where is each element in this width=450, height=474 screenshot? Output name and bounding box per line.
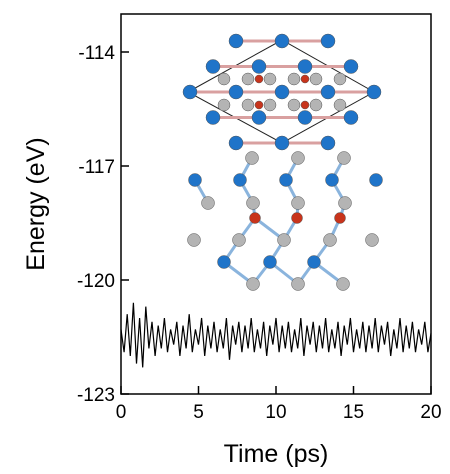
atom (287, 72, 301, 86)
atom (320, 33, 336, 49)
atom (366, 84, 382, 100)
atom (232, 233, 246, 247)
atom (300, 100, 310, 110)
atom (251, 110, 267, 125)
atom (205, 110, 221, 125)
plot-frame (120, 13, 432, 395)
atom (277, 233, 291, 247)
atom (291, 151, 305, 165)
atom (246, 196, 260, 210)
atom (287, 98, 301, 112)
x-axis-label: Time (ps) (224, 440, 329, 468)
y-tick-label: -117 (78, 157, 115, 178)
atom (245, 151, 259, 165)
atom (297, 59, 313, 74)
atom (343, 110, 359, 125)
atom (246, 277, 260, 291)
atom (365, 233, 379, 247)
atom (217, 72, 231, 86)
atom (343, 59, 359, 74)
atom (263, 98, 277, 112)
atom (241, 98, 255, 112)
atom (274, 135, 290, 151)
atom (309, 98, 323, 112)
atom (309, 72, 323, 86)
atom (274, 33, 290, 49)
atom (323, 233, 337, 247)
atom (249, 212, 261, 224)
x-tick-label: 0 (116, 402, 127, 423)
atom (338, 196, 352, 210)
atom (182, 84, 198, 100)
atom (263, 255, 277, 269)
atom (320, 84, 336, 100)
y-tick-label: -114 (78, 43, 115, 64)
atom (274, 84, 290, 100)
atom (333, 98, 347, 112)
data-line (120, 302, 432, 368)
atom (217, 255, 231, 269)
atom (325, 173, 339, 187)
atom (279, 173, 293, 187)
atom (291, 196, 305, 210)
atom (254, 74, 264, 84)
atom (233, 173, 247, 187)
atom (251, 59, 267, 74)
atom (291, 277, 305, 291)
y-tick-label: -123 (77, 385, 115, 406)
atom (254, 100, 264, 110)
atom (241, 72, 255, 86)
atom (369, 173, 383, 187)
y-tick-label: -120 (77, 271, 115, 292)
atom (187, 233, 201, 247)
atom (300, 74, 310, 84)
atom (336, 277, 350, 291)
atom (263, 72, 277, 86)
atom (333, 72, 347, 86)
atom (334, 212, 346, 224)
atom (228, 135, 244, 151)
atom (291, 212, 303, 224)
x-tick-label: 10 (265, 402, 286, 423)
structure-inset (182, 33, 383, 291)
atom (320, 135, 336, 151)
atom (307, 255, 321, 269)
atom (228, 84, 244, 100)
x-tick-label: 15 (343, 402, 364, 423)
atom (337, 151, 351, 165)
atom (297, 110, 313, 125)
atom (217, 98, 231, 112)
atom (201, 196, 215, 210)
atom (188, 173, 202, 187)
atom (205, 59, 221, 74)
x-tick-label: 5 (193, 402, 204, 423)
atom (228, 33, 244, 49)
x-tick-label: 20 (420, 402, 441, 423)
y-axis-label: Energy (eV) (22, 137, 50, 270)
